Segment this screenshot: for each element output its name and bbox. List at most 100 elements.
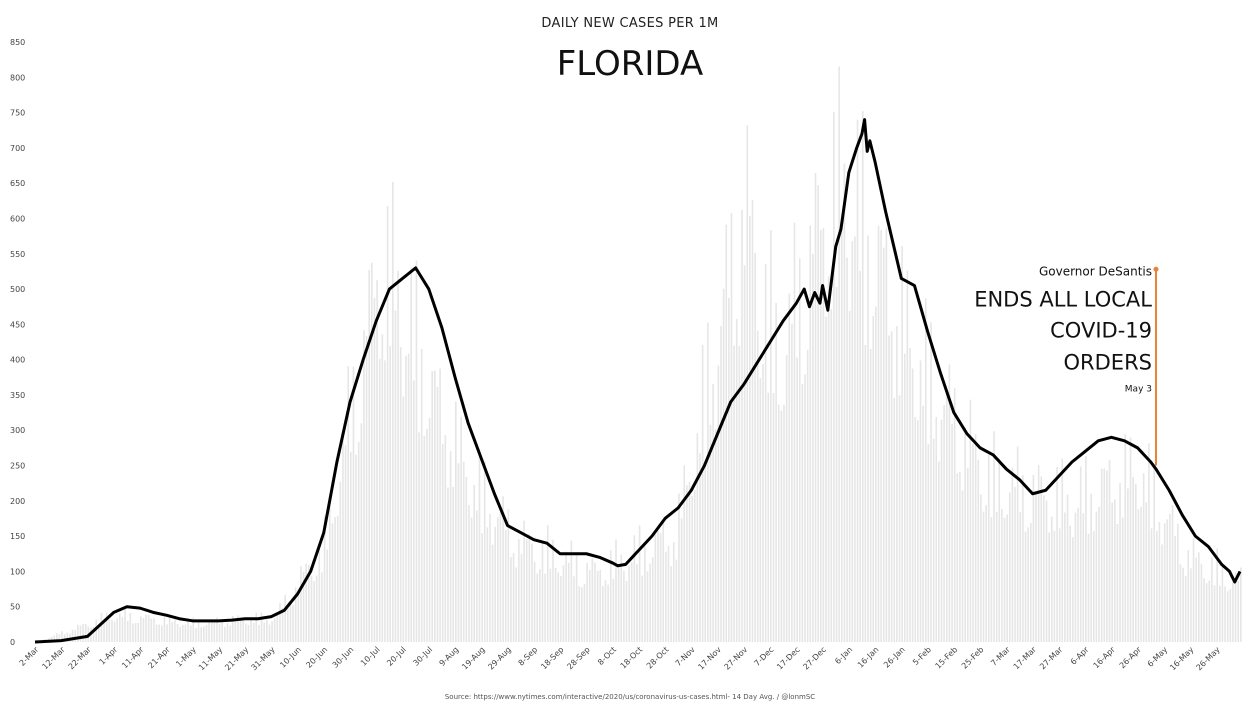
x-tick-label: 5-Feb	[911, 645, 933, 667]
daily-bar	[376, 280, 378, 642]
daily-bar	[890, 331, 893, 642]
daily-bar	[210, 619, 213, 642]
daily-bar	[410, 267, 413, 642]
daily-bar	[1048, 532, 1050, 642]
daily-bar	[948, 364, 951, 642]
daily-bar	[533, 562, 536, 642]
x-tick-label: 21-Apr	[146, 645, 172, 671]
daily-bar	[407, 353, 410, 642]
annotation-line-2: ENDS ALL LOCAL	[974, 287, 1152, 311]
daily-bar	[1098, 506, 1100, 642]
daily-bar	[255, 612, 258, 642]
x-tick-label: 18-Sep	[539, 645, 565, 671]
daily-bar	[812, 253, 814, 642]
daily-bar	[339, 481, 342, 642]
daily-bar	[539, 569, 541, 642]
daily-bar	[1019, 512, 1022, 642]
daily-bar	[993, 431, 995, 642]
daily-bar	[1082, 513, 1085, 642]
daily-bar	[930, 322, 932, 642]
y-tick-label: 650	[10, 179, 25, 188]
daily-bar	[1069, 525, 1071, 642]
daily-bar	[405, 355, 407, 642]
daily-bar	[137, 623, 139, 642]
x-tick-label: 8-Sep	[517, 645, 540, 668]
x-tick-label: 6-May	[1146, 645, 1170, 669]
daily-bar	[969, 399, 972, 642]
daily-bar	[1079, 466, 1082, 642]
daily-bar	[762, 363, 764, 642]
daily-bar	[216, 617, 218, 642]
daily-bar	[441, 444, 444, 642]
daily-bar	[218, 623, 221, 642]
x-tick-label: 16-Jan	[856, 645, 881, 670]
daily-bar	[940, 419, 943, 642]
daily-bar	[292, 604, 294, 642]
daily-bar	[1174, 536, 1176, 642]
daily-bar	[1087, 533, 1090, 642]
daily-bar	[1200, 563, 1203, 642]
daily-bar	[497, 517, 499, 642]
daily-bar	[956, 473, 959, 642]
y-tick-label: 200	[10, 497, 25, 506]
x-tick-label: 30-Jul	[411, 645, 434, 668]
daily-bar	[1203, 578, 1205, 642]
daily-bar	[434, 370, 436, 642]
daily-bar	[350, 451, 352, 642]
daily-bar	[140, 616, 142, 642]
daily-bar	[163, 616, 166, 642]
daily-bar	[426, 428, 428, 642]
daily-bar	[326, 549, 329, 642]
daily-bar	[827, 276, 830, 642]
daily-bar	[305, 563, 307, 642]
daily-bar	[919, 360, 922, 642]
daily-bar	[1190, 568, 1192, 642]
daily-bar	[770, 230, 772, 643]
x-tick-label: 11-Apr	[120, 645, 146, 671]
chart-subtitle: DAILY NEW CASES PER 1M	[541, 16, 718, 31]
daily-bar	[413, 380, 415, 642]
daily-bar	[329, 496, 331, 642]
daily-bar	[84, 624, 87, 642]
daily-bars	[37, 66, 1242, 643]
daily-bar	[507, 509, 510, 642]
x-tick-label: 10-Jun	[278, 645, 303, 670]
daily-bar	[917, 420, 919, 642]
daily-bar	[544, 573, 546, 642]
daily-bar	[1085, 456, 1087, 642]
daily-bar	[360, 423, 363, 642]
daily-bar	[1184, 576, 1187, 642]
daily-bar	[234, 621, 237, 642]
daily-bar	[1064, 512, 1066, 642]
daily-bar	[830, 309, 833, 642]
daily-bar	[552, 539, 554, 642]
x-tick-label: 18-Oct	[619, 645, 645, 671]
daily-bar	[1192, 537, 1195, 642]
daily-bar	[1061, 458, 1064, 642]
daily-bar	[644, 546, 646, 642]
daily-bar	[174, 619, 176, 642]
daily-bar	[1011, 467, 1014, 642]
daily-bar	[822, 228, 825, 642]
daily-bar	[646, 571, 649, 642]
daily-bar	[342, 433, 344, 642]
daily-bar	[662, 522, 665, 642]
daily-bar	[56, 633, 58, 642]
daily-bar	[415, 260, 418, 642]
daily-bar	[1232, 580, 1234, 642]
daily-bar	[528, 533, 531, 642]
daily-bar	[318, 544, 321, 642]
daily-bar	[481, 533, 483, 642]
daily-bar	[531, 543, 533, 642]
daily-bar	[1129, 437, 1132, 642]
daily-bar	[699, 453, 701, 642]
daily-bar	[184, 624, 187, 642]
y-tick-label: 800	[10, 73, 25, 82]
daily-bar	[995, 511, 998, 642]
y-tick-label: 150	[10, 532, 25, 541]
x-tick-label: 21-May	[223, 645, 250, 672]
daily-bar	[195, 628, 197, 642]
daily-bar	[754, 252, 756, 642]
daily-bar	[268, 624, 271, 642]
daily-bar	[423, 435, 426, 642]
